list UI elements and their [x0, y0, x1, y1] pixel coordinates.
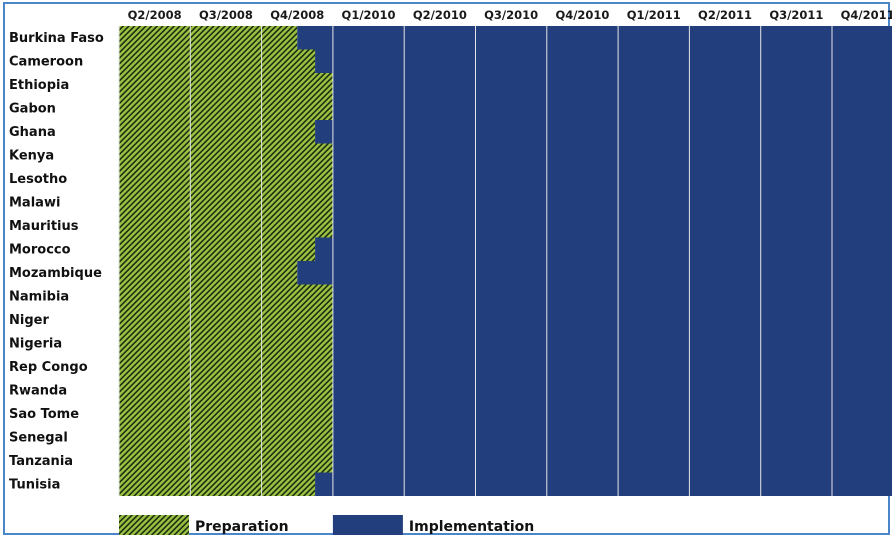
preparation-bar [119, 143, 333, 167]
country-label: Namibia [9, 290, 69, 305]
preparation-bar [119, 331, 333, 355]
implementation-bar [315, 49, 333, 73]
bars-layer [119, 26, 892, 496]
preparation-bar [119, 402, 333, 426]
preparation-bar [119, 355, 333, 379]
legend: Preparation Implementation [119, 515, 534, 535]
quarter-label: Q4/2010 [555, 8, 609, 22]
preparation-bar [119, 214, 333, 238]
quarter-label: Q2/2011 [698, 8, 752, 22]
gridlines [118, 26, 833, 496]
legend-implementation-label: Implementation [409, 519, 534, 535]
quarter-label: Q4/2011 [841, 8, 892, 22]
quarter-label: Q1/2011 [627, 8, 681, 22]
implementation-bar [297, 26, 333, 50]
quarter-label: Q2/2010 [413, 8, 467, 22]
preparation-bar [119, 425, 333, 449]
preparation-bar [119, 49, 316, 73]
country-label: Gabon [9, 102, 56, 117]
country-label: Tanzania [9, 454, 73, 469]
implementation-bar [315, 120, 333, 144]
quarter-label: Q3/2010 [484, 8, 538, 22]
preparation-bar [119, 261, 298, 285]
country-label: Morocco [9, 243, 71, 258]
country-label: Rep Congo [9, 360, 88, 375]
quarter-label: Q3/2011 [769, 8, 823, 22]
quarter-label: Q2/2008 [128, 8, 182, 22]
preparation-bar [119, 308, 333, 332]
implementation-bar [315, 237, 333, 261]
implementation-bar [315, 472, 333, 496]
legend-preparation-swatch [119, 515, 189, 535]
quarter-label: Q3/2008 [199, 8, 253, 22]
country-label: Niger [9, 313, 49, 328]
preparation-bar [119, 449, 333, 473]
country-label: Kenya [9, 149, 54, 164]
preparation-bar [119, 96, 333, 120]
preparation-bar [119, 26, 298, 50]
preparation-bar [119, 472, 316, 496]
country-label: Sao Tome [9, 407, 79, 422]
country-label: Tunisia [9, 478, 60, 493]
country-label: Lesotho [9, 172, 67, 187]
country-label: Mozambique [9, 266, 102, 281]
legend-implementation-swatch [332, 515, 403, 535]
quarter-label: Q1/2010 [342, 8, 396, 22]
country-label: Cameroon [9, 55, 83, 70]
gantt-chart: Q2/2008 Q3/2008 Q4/2008 Q1/2010 Q2/2010 Q3/20… [9, 8, 892, 535]
country-label: Nigeria [9, 337, 62, 352]
preparation-bar [119, 284, 333, 308]
country-label: Mauritius [9, 219, 79, 234]
preparation-bar [119, 167, 333, 191]
legend-preparation-label: Preparation [195, 519, 289, 535]
preparation-bar [119, 378, 333, 402]
preparation-bar [119, 73, 333, 97]
chart-frame: Q2/2008 Q3/2008 Q4/2008 Q1/2010 Q2/2010 Q3/20… [3, 2, 892, 535]
quarter-axis: Q2/2008 Q3/2008 Q4/2008 Q1/2010 Q2/2010 Q3/20… [128, 8, 892, 22]
preparation-bar [119, 190, 333, 214]
country-label: Rwanda [9, 384, 67, 399]
preparation-bar [119, 120, 316, 144]
country-label: Senegal [9, 431, 68, 446]
implementation-bar [297, 261, 333, 285]
implementation-bar [332, 26, 892, 496]
country-label: Ghana [9, 125, 56, 140]
preparation-bar [119, 237, 316, 261]
country-label: Malawi [9, 196, 60, 211]
quarter-label: Q4/2008 [270, 8, 324, 22]
country-label: Ethiopia [9, 78, 69, 93]
country-axis: Burkina Faso Cameroon Ethiopia Gabon Ghana Ke… [9, 31, 104, 493]
country-label: Burkina Faso [9, 31, 104, 46]
